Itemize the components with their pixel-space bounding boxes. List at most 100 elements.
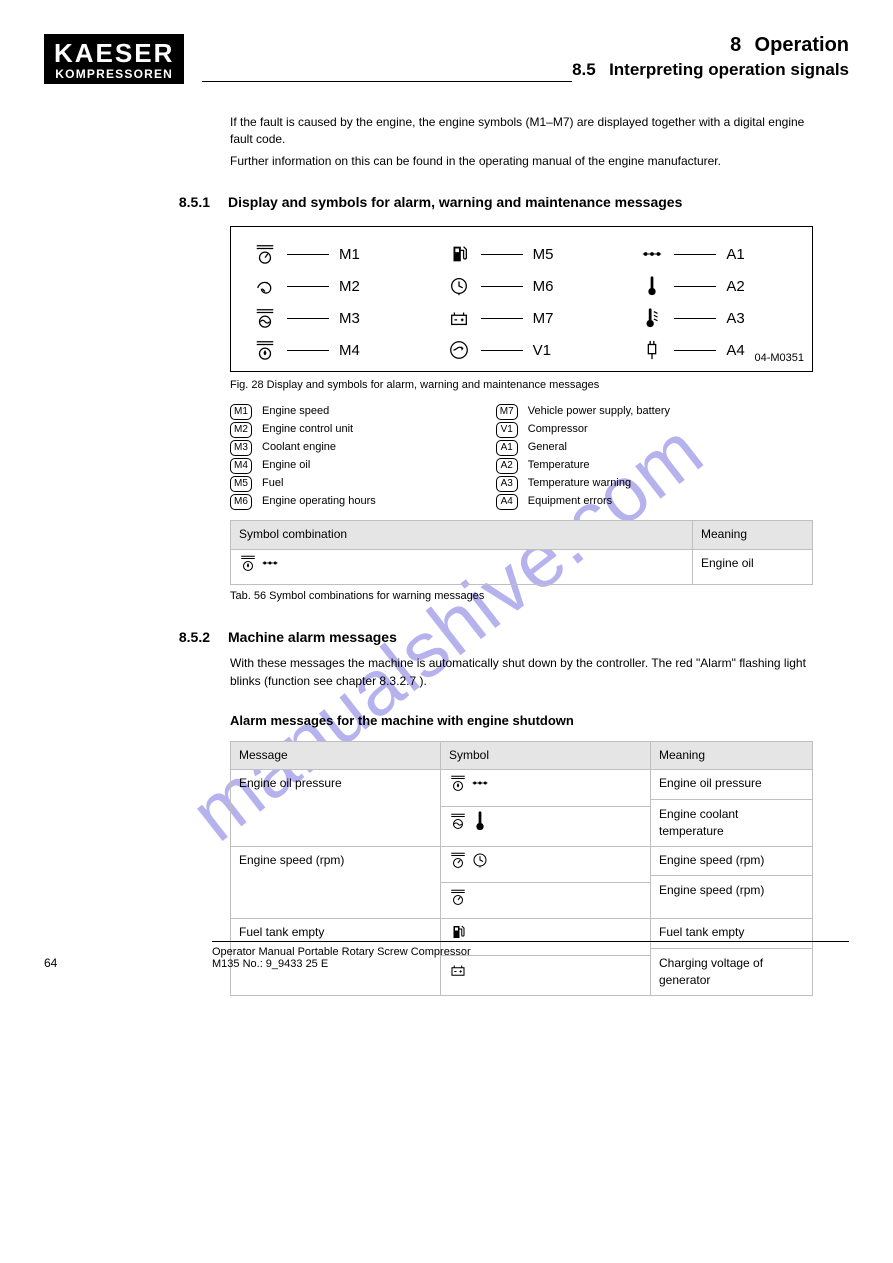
table-row: Engine speed (rpm)Engine speed (rpm)Engi… [231, 846, 813, 919]
subsection2-title: Machine alarm messages [228, 627, 397, 647]
clock-icon [447, 275, 471, 297]
legend-text: Engine control unit [262, 422, 353, 438]
fuel-pump-icon [449, 924, 467, 940]
panel-label: M4 [339, 340, 360, 362]
brand-logo: KAESER KOMPRESSOREN [44, 34, 184, 84]
connector-line [287, 350, 329, 351]
panel-label: A2 [726, 276, 744, 298]
symbol-cell [441, 846, 651, 919]
legend-text: Equipment errors [528, 494, 612, 510]
legend-text: Temperature warning [528, 476, 631, 492]
legend-row-m6: M6 Engine operating hours [230, 494, 376, 510]
legend-text: Engine operating hours [262, 494, 376, 510]
page-header: KAESER KOMPRESSOREN 8 Operation 8.5 Inte… [0, 0, 893, 84]
logo-line2: KOMPRESSOREN [54, 68, 174, 80]
drop-over-icon [253, 339, 277, 361]
legend-row-m2: M2 Engine control unit [230, 422, 376, 438]
dots-line-icon [261, 555, 279, 571]
subsection-number: 8.5.1 [60, 192, 210, 212]
chapter-number: 8 [730, 34, 741, 56]
legend-key: A2 [496, 458, 518, 474]
panel-item-v1: V1 [447, 339, 605, 361]
panel-label: M1 [339, 244, 360, 266]
plug-icon [640, 339, 664, 361]
section852-paragraph: With these messages the machine is autom… [230, 655, 813, 690]
legend-key: M1 [230, 404, 252, 420]
t2-header-meaning: Meaning [651, 741, 813, 769]
gauge-over-icon [449, 852, 467, 868]
t2-header-message: Message [231, 741, 441, 769]
symbol-group [449, 889, 467, 905]
legend-text: Engine oil [262, 458, 310, 474]
meaning-text: Engine speed (rpm) [659, 852, 804, 869]
legend-row-a1: A1General [496, 440, 670, 456]
legend-key: A4 [496, 494, 518, 510]
legend-text: Coolant engine [262, 440, 336, 456]
legend-row-m5: M5Fuel [230, 476, 376, 492]
page-number: 64 [44, 956, 194, 970]
legend-key: A3 [496, 476, 518, 492]
connector-line [287, 286, 329, 287]
fuel-pump-icon [447, 243, 471, 265]
battery-icon [447, 307, 471, 329]
panel-item-m5: M5 [447, 243, 605, 265]
message-cell: Engine speed (rpm) [231, 846, 441, 919]
panel-label: M3 [339, 308, 360, 330]
legend-row-m4: M4 Engine oil [230, 458, 376, 474]
connector-line [674, 286, 716, 287]
dots-line-icon [640, 243, 664, 265]
panel-label: A3 [726, 308, 744, 330]
s852-text-b: ). [419, 674, 426, 688]
section-number: 8.5 [572, 60, 596, 79]
connector-line [481, 254, 523, 255]
panel-label: M6 [533, 276, 554, 298]
footer-title: Operator Manual Portable Rotary Screw Co… [212, 946, 471, 958]
page-footer: 64 Operator Manual Portable Rotary Screw… [0, 941, 893, 970]
section-title: Interpreting operation signals [609, 60, 849, 79]
legend-key: M2 [230, 422, 252, 438]
chapter-title: Operation [755, 34, 849, 56]
subsection2-number: 8.5.2 [60, 627, 210, 647]
panel-item-m3: M3 [253, 307, 411, 329]
thermo-icon [471, 813, 489, 829]
drop-over-icon [239, 555, 257, 571]
connector-line [481, 286, 523, 287]
meaning-cell: Engine speed (rpm)Engine speed (rpm) [651, 846, 813, 919]
symbol-group [449, 775, 489, 791]
footer-sub: M135 No.: 9_9433 25 E [212, 958, 328, 970]
logo-line1: KAESER [54, 40, 174, 66]
inner-divider [441, 882, 650, 883]
inner-divider [441, 806, 650, 807]
panel-item-m2: M2 [253, 275, 411, 297]
s852-text-a: With these messages the machine is autom… [230, 656, 806, 687]
meaning-text: Engine oil pressure [659, 775, 804, 792]
symbol-group [449, 852, 489, 868]
circle-arrow-icon [447, 339, 471, 361]
panel-label: V1 [533, 340, 551, 362]
intro-paragraph-2: Further information on this can be found… [230, 153, 813, 170]
panel-item-m7: M7 [447, 307, 605, 329]
figure-caption: Fig. 28 Display and symbols for alarm, w… [230, 378, 813, 394]
meaning-text: Fuel tank empty [659, 924, 804, 941]
gauge-over-icon [449, 889, 467, 905]
intro-paragraph-1: If the fault is caused by the engine, th… [230, 114, 813, 149]
connector-line [481, 318, 523, 319]
symbols-panel: M1M5A1M2M6A2M3M7A3M4V1A4 04-M0351 [230, 226, 813, 372]
legend-key: M4 [230, 458, 252, 474]
legend-row-a3: A3 Temperature warning [496, 476, 670, 492]
legend-key: M6 [230, 494, 252, 510]
legend-text: Compressor [528, 422, 588, 438]
s852-link[interactable]: 8.3.2.7 [379, 674, 416, 688]
t1-symbol-cell [231, 549, 693, 584]
panel-item-m6: M6 [447, 275, 605, 297]
legend-row-a4: A4 Equipment errors [496, 494, 670, 510]
panel-label: M7 [533, 308, 554, 330]
panel-label: M5 [533, 244, 554, 266]
legend-key: M5 [230, 476, 252, 492]
legend-key: V1 [496, 422, 518, 438]
meaning-text: Engine coolant temperature [659, 806, 804, 841]
t1-header-meaning: Meaning [693, 521, 813, 549]
legend-columns: M1Engine speedM2Engine control unitM3Coo… [230, 404, 813, 510]
panel-item-a3: A3 [640, 307, 798, 329]
inner-divider [651, 875, 812, 876]
